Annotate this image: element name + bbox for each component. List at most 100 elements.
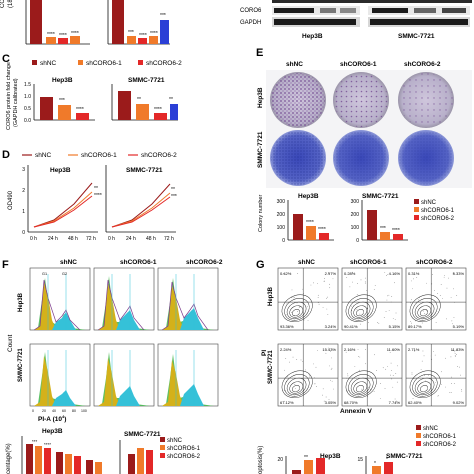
panel-d-ylabel: OD490 [8, 190, 14, 210]
facs-quadrant-ll-1-2: 62.40% [408, 400, 422, 405]
panel-f-letter: F [2, 259, 9, 271]
facs-quadrant-ul-1-2: 2.71% [408, 347, 420, 352]
panel-d-legend-0: shNC [35, 152, 52, 159]
panel-e-col-2: shCORO6-2 [404, 61, 441, 68]
panel-c: C shNC shCORO6-1 shCORO6-2 CORO6 protein… [2, 53, 182, 130]
panel-e-cell1: Hep3B [298, 193, 319, 200]
panel-c-ytick-1: 0.5 [24, 106, 31, 112]
panel-e-ytick-2: 200 [277, 212, 286, 218]
facs-quadrant-ll-0-2: 89.17% [408, 324, 422, 329]
panel-a-star-0: **** [47, 32, 55, 38]
panel-b-gapdh-label: GAPDH [240, 20, 261, 26]
panel-e-row-0: Hep3B [257, 87, 264, 108]
panel-e-legend-1: shCORO6-1 [421, 208, 455, 214]
panel-d-star-h0: ** [94, 186, 98, 192]
panel-d-legend-2: shCORO6-2 [141, 152, 177, 159]
panel-f-ylabel: Count [7, 334, 14, 352]
panel-g-bottom-ytick-0: 20 [277, 457, 283, 463]
panel-d-xtick-3: 72 h [86, 236, 96, 242]
panel-c-legend-2: shCORO6-2 [146, 60, 182, 67]
panel-a-star-3: *** [128, 30, 134, 36]
facs-quadrant-ur-0-2: 5.33% [453, 271, 465, 276]
panel-c-letter: C [2, 53, 10, 65]
panel-g-col-1: shCORO6-1 [350, 259, 387, 266]
panel-f-xtick-2: 40 [52, 409, 56, 413]
panel-d-letter: D [2, 149, 10, 161]
panel-g-bottom-ylabel: optosis(%) [258, 446, 264, 474]
facs-quadrant-lr-0-1: 5.15% [389, 324, 401, 329]
panel-d-cell1: Hep3B [50, 167, 71, 174]
panel-g-bottom-ytick-1: 15 [357, 457, 363, 463]
facs-quadrant-ur-1-0: 15.43% [322, 347, 336, 352]
panel-f-bottom-cell2: SMMC-7721 [124, 431, 161, 438]
facs-quadrant-ur-0-0: 2.97% [325, 271, 337, 276]
panel-f-legend-0: shNC [167, 438, 183, 444]
panel-c-star-s0: ** [137, 97, 141, 103]
panel-a-ylabel2: (18S rRNA c [8, 0, 14, 8]
panel-f-bottom-cell1: Hep3B [42, 428, 63, 435]
panel-g-bottom-cell2: SMMC-7721 [386, 453, 423, 460]
panel-e-star-h1: **** [318, 227, 326, 233]
panel-c-cell1: Hep3B [52, 77, 73, 84]
panel-d-ytick-2: 2 [22, 188, 25, 194]
panel-b-coro6-label: CORO6 [240, 8, 262, 14]
panel-d-xtick2-3: 72 h [164, 236, 174, 242]
panel-d-xtick2-2: 48 h [146, 236, 156, 242]
facs-quadrant-ur-1-2: 11.83% [451, 347, 465, 352]
panel-g-col-2: shCORO6-2 [416, 259, 453, 266]
panel-c-ytick-3: 1.5 [24, 82, 31, 88]
panel-f-xtick-0: 0 [32, 409, 34, 413]
panel-d-legend-1: shCORO6-1 [81, 152, 117, 159]
panel-g-row-0: Hep3B [268, 286, 274, 306]
panel-c-star-s1: **** [154, 107, 162, 113]
facs-plot-0-0: 0.42% 2.97% 93.36% 3.24% [277, 267, 339, 331]
panel-c-star-s2: ** [169, 97, 173, 103]
panel-d-cell2: SMMC-7721 [126, 167, 163, 174]
panel-d-star-h1: **** [94, 193, 102, 199]
panel-f: F shNC shCORO6-1 shCORO6-2 Hep3B SMMC-77… [2, 259, 223, 474]
panel-e-star-h0: **** [306, 220, 314, 226]
panel-a-bar-3 [70, 36, 80, 44]
panel-c-legend-0: shNC [40, 60, 57, 67]
panel-g-letter: G [256, 259, 265, 271]
panel-c-star-h1: **** [76, 107, 84, 113]
panel-a-star-1: **** [59, 33, 67, 39]
panel-g-ylabel: PI [261, 350, 268, 356]
facs-quadrant-ur-1-1: 11.60% [387, 347, 401, 352]
panel-g-bottom-star-0: ** [304, 455, 308, 461]
panel-e-ytick2-3: 300 [351, 199, 360, 205]
panel-e-ylabel: Colony number [258, 195, 264, 232]
panel-d-ytick-0: 0 [22, 230, 25, 236]
panel-e-ytick-3: 300 [277, 199, 286, 205]
panel-c-ytick-2: 1.0 [24, 94, 31, 100]
facs-plot-0-2: 0.31% 5.33% 89.17% 5.19% [405, 267, 467, 331]
panel-f-col-1: shCORO6-1 [120, 259, 157, 266]
panel-f-bottom-star-1: **** [44, 442, 51, 447]
panel-a-star-2: **** [71, 31, 79, 37]
panel-d-xtick2-1: 24 h [126, 236, 136, 242]
facs-quadrant-ll-0-0: 93.36% [280, 324, 294, 329]
panel-d-star-s1: *** [171, 194, 177, 200]
facs-quadrant-lr-1-2: 9.02% [453, 400, 465, 405]
panel-a-ylabel: CORO6 mRNA [0, 0, 6, 8]
panel-f-col-2: shCORO6-2 [186, 259, 223, 266]
panel-e-col-0: shNC [286, 61, 303, 68]
panel-b-cell2: SMMC-7721 [398, 33, 435, 40]
panel-d-xtick-0: 0 h [30, 236, 37, 242]
panel-f-bottom-star-0: *** [32, 439, 38, 444]
panel-c-ylabel2: (GAPDH calibrated) [13, 78, 19, 127]
panel-e-ytick2-1: 100 [351, 225, 360, 231]
panel-a-star-6: *** [160, 13, 166, 19]
panel-f-bottom-ylabel: centage(%) [6, 443, 12, 474]
panel-f-xtick-3: 60 [62, 409, 66, 413]
panel-f-xtick-5: 100 [81, 409, 87, 413]
panel-e-ytick-1: 100 [277, 225, 286, 231]
facs-quadrant-lr-0-0: 3.24% [325, 324, 337, 329]
facs-quadrant-lr-1-0: 3.05% [325, 400, 337, 405]
facs-quadrant-ll-1-0: 67.12% [280, 400, 294, 405]
panel-e-row-1: SMMC-7721 [257, 131, 264, 168]
facs-plot-1-1: 2.16% 11.60% 68.70% 7.74% [341, 343, 403, 407]
panel-g-bottom-star-2: * [386, 457, 388, 463]
panel-d-ytick-1: 1 [22, 209, 25, 215]
